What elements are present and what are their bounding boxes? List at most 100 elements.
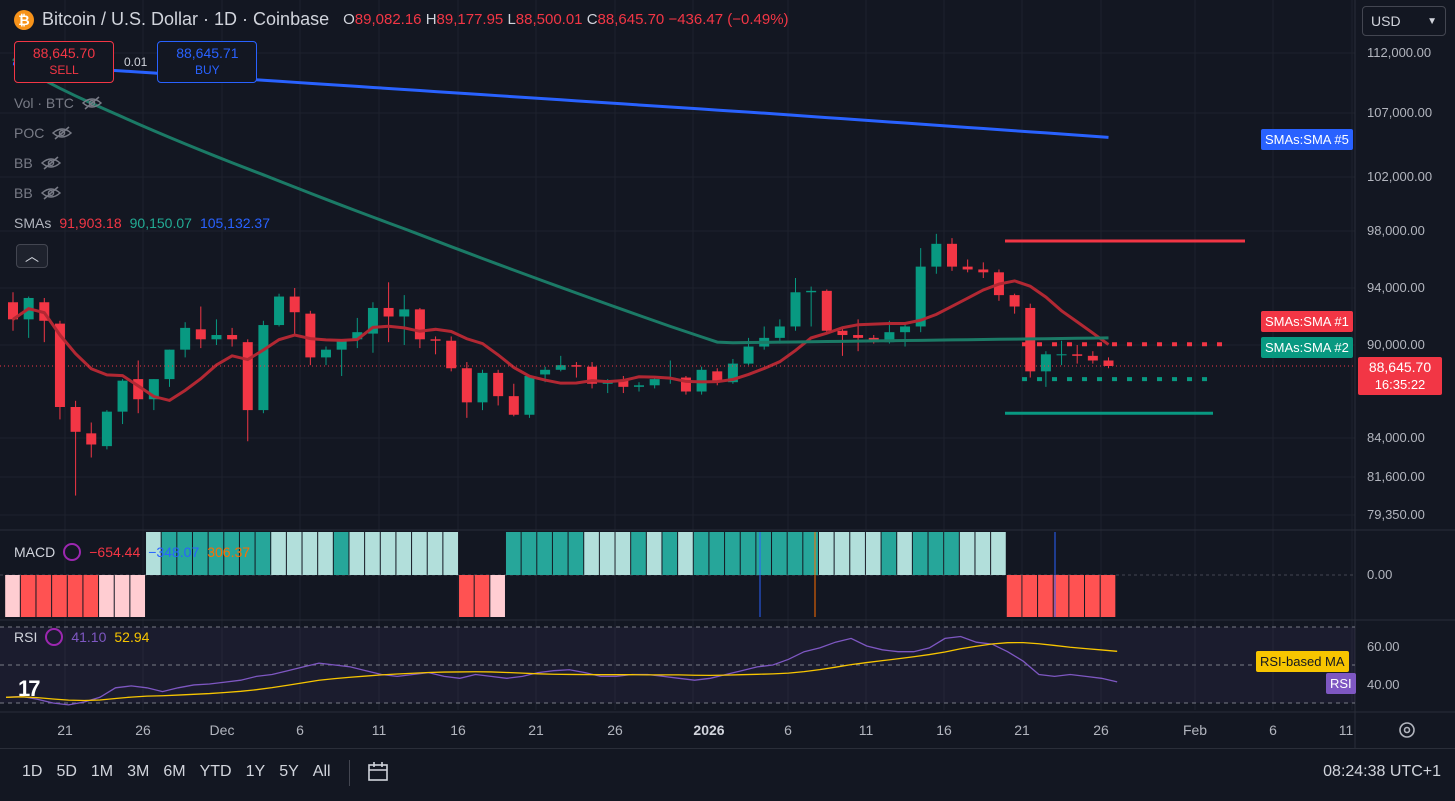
candle-body <box>461 368 472 403</box>
macd-bar <box>912 532 928 575</box>
sma1-tag: SMAs:SMA #1 <box>1261 311 1353 332</box>
date-range-icon[interactable] <box>366 760 390 784</box>
macd-bar <box>459 575 474 617</box>
candle-body <box>54 323 65 407</box>
macd-bar <box>114 575 130 617</box>
candle-body <box>1087 355 1098 361</box>
eye-hidden-icon[interactable] <box>81 96 102 110</box>
macd-bar <box>568 532 584 575</box>
time-tick-label: Dec <box>209 722 235 738</box>
indicator-bb-1[interactable]: BB <box>14 155 61 171</box>
candle-body <box>70 407 81 432</box>
price-tick-label: 112,000.00 <box>1367 45 1432 60</box>
eye-hidden-icon[interactable] <box>52 126 73 140</box>
candle-body <box>884 332 895 343</box>
macd-bar <box>380 532 396 575</box>
macd-bar <box>36 575 52 617</box>
candle-body <box>258 325 269 411</box>
chart-canvas[interactable] <box>0 0 1455 748</box>
period-button-1y[interactable]: 1Y <box>245 763 266 780</box>
indicator-vol[interactable]: Vol · BTC <box>14 95 102 111</box>
low-label: L <box>507 11 516 28</box>
period-button-all[interactable]: All <box>312 763 331 780</box>
rsi-tag: RSI <box>1326 673 1356 694</box>
price-tick-label: 90,000.00 <box>1367 337 1425 352</box>
indicator-bb-2[interactable]: BB <box>14 185 61 201</box>
macd-bar <box>208 532 224 575</box>
macd-legend[interactable]: MACD −654.44 −348.07 306.37 <box>14 543 250 561</box>
indicator-smas[interactable]: SMAs 91,903.18 90,150.07 105,132.37 <box>14 215 270 231</box>
macd-bar <box>1100 575 1116 617</box>
macd-bar <box>1022 575 1038 617</box>
macd-bar <box>678 532 693 575</box>
rsi-line <box>5 635 1118 706</box>
ohlc-values: O89,082.16 H89,177.95 L88,500.01 C88,645… <box>343 11 788 28</box>
time-tick-label: 11 <box>1338 722 1354 738</box>
candle-body <box>180 327 191 350</box>
candle-body <box>837 330 848 336</box>
sell-label: SELL <box>49 63 79 77</box>
settings-gear-icon[interactable] <box>1397 720 1417 740</box>
macd-bar <box>255 532 271 575</box>
bottom-toolbar: 1D 5D 1M 3M 6M YTD 1Y 5Y All 08:24:38 UTC+1 <box>0 748 1455 797</box>
sma2-line <box>12 57 1109 345</box>
macd-bar <box>333 532 349 575</box>
price-tick-label: 102,000.00 <box>1367 169 1433 184</box>
candle-body <box>117 380 128 412</box>
candle-body <box>242 342 253 411</box>
macd-bar <box>1085 575 1100 617</box>
time-tick-label: 21 <box>528 722 544 738</box>
macd-bar <box>443 532 459 575</box>
period-button-6m[interactable]: 6M <box>163 763 186 780</box>
price-tick-label: 94,000.00 <box>1367 280 1425 295</box>
macd-bar <box>975 532 991 575</box>
sell-button[interactable]: 88,645.70 SELL <box>14 41 114 83</box>
indicator-poc[interactable]: POC <box>14 125 73 141</box>
current-price: 88,645.70 <box>1368 359 1432 375</box>
sma2-value: 90,150.07 <box>129 215 192 231</box>
candle-body <box>227 335 238 340</box>
rsi-ma-tag: RSI-based MA <box>1256 651 1349 672</box>
buy-label: BUY <box>195 63 220 77</box>
currency-label: USD <box>1371 13 1401 29</box>
macd-bar <box>192 532 208 575</box>
clock-timezone[interactable]: 08:24:38 UTC+1 <box>1323 763 1441 780</box>
macd-bar <box>615 532 631 575</box>
collapse-legend-button[interactable]: ︿ <box>16 244 48 268</box>
macd-bar <box>490 575 505 617</box>
currency-select[interactable]: USD ▼ <box>1362 6 1446 36</box>
macd-bar <box>474 575 490 617</box>
macd-bar <box>177 532 192 575</box>
candle-body <box>195 329 206 340</box>
candle-body <box>446 340 457 369</box>
candle-body <box>806 290 817 293</box>
candle-body <box>821 290 832 331</box>
candle-body <box>1040 354 1051 372</box>
period-button-3m[interactable]: 3M <box>127 763 150 780</box>
macd-bar <box>1053 575 1069 617</box>
eye-hidden-icon[interactable] <box>40 186 61 200</box>
symbol-header: ₿ Bitcoin / U.S. Dollar · 1D · Coinbase … <box>14 9 789 30</box>
buy-price: 88,645.71 <box>176 45 239 61</box>
symbol-title[interactable]: Bitcoin / U.S. Dollar · 1D · Coinbase <box>42 9 330 29</box>
period-button-ytd[interactable]: YTD <box>199 763 232 780</box>
candle-body <box>305 313 316 358</box>
macd-bar <box>599 532 615 575</box>
macd-bar <box>756 532 772 575</box>
rsi-40-label: 40.00 <box>1367 677 1400 692</box>
close-value: 88,645.70 <box>597 11 665 28</box>
eye-hidden-icon[interactable] <box>40 156 61 170</box>
candle-body <box>618 380 629 387</box>
period-button-5d[interactable]: 5D <box>56 763 77 780</box>
tradingview-logo[interactable]: 17 <box>18 676 41 701</box>
period-button-1m[interactable]: 1M <box>90 763 114 780</box>
macd-bar <box>521 532 537 575</box>
candle-body <box>727 363 738 383</box>
period-button-1d[interactable]: 1D <box>22 763 43 780</box>
high-label: H <box>425 11 437 28</box>
rsi-legend[interactable]: RSI 41.10 52.94 <box>14 628 149 646</box>
bitcoin-logo-icon: ₿ <box>14 9 34 30</box>
buy-button[interactable]: 88,645.71 BUY <box>157 41 258 83</box>
period-button-5y[interactable]: 5Y <box>279 763 299 780</box>
candle-body <box>336 339 347 350</box>
